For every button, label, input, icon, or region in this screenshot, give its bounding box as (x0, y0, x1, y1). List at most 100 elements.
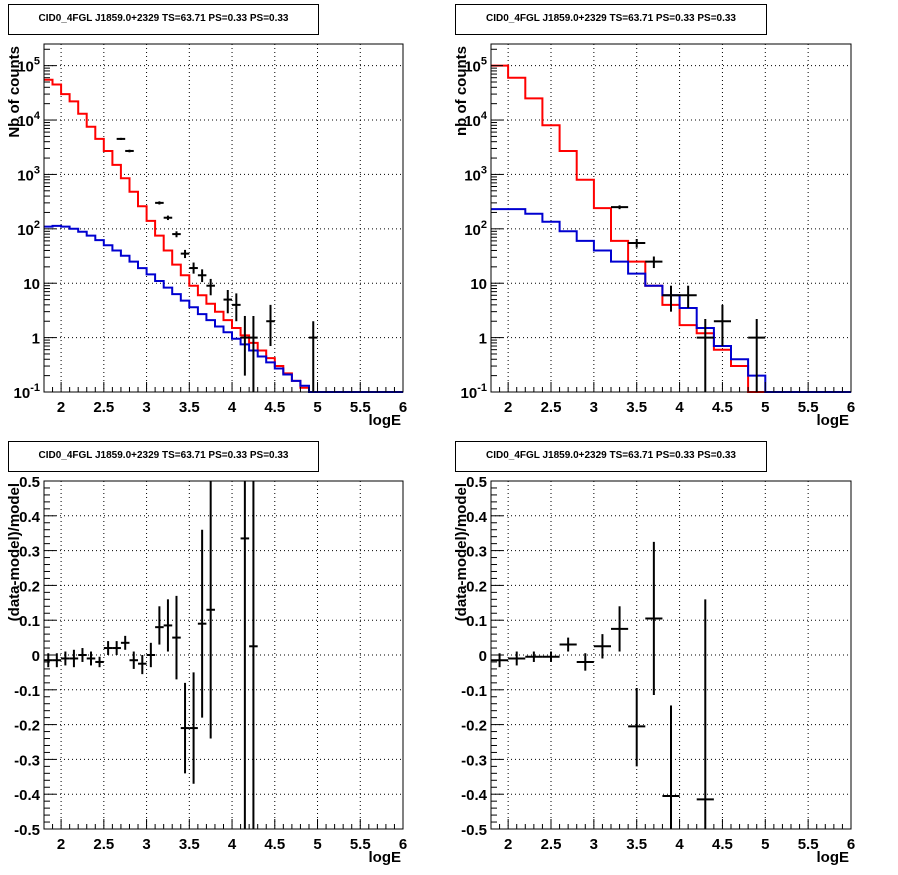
y-axis-label: nb of counts (453, 46, 470, 136)
x-tick-label: 2 (504, 836, 512, 853)
data-point (645, 541, 663, 696)
data-point (125, 149, 134, 153)
data-point (611, 205, 629, 210)
data-point (172, 231, 181, 238)
x-tick-label: 5.5 (350, 836, 371, 853)
series-line (44, 78, 403, 393)
data-point (112, 641, 121, 655)
data-point (593, 634, 611, 659)
x-tick-label: 4.5 (264, 836, 285, 853)
x-tick-label: 2.5 (541, 836, 562, 853)
panel-title-top-left: CID0_4FGL J1859.0+2329 TS=63.71 PS=0.33 … (8, 4, 319, 35)
data-point (696, 318, 714, 392)
data-point (197, 269, 207, 283)
data-point (138, 655, 147, 675)
x-axis-label: logE (817, 849, 850, 866)
y-tick-label: 0.4 (466, 509, 488, 526)
x-tick-label: 5 (761, 399, 769, 416)
data-point (576, 653, 594, 671)
y-tick-label: 0.3 (466, 544, 487, 561)
data-point (491, 653, 509, 668)
x-tick-label: 4 (675, 399, 684, 416)
data-point (163, 599, 173, 652)
y-tick-label: 0.2 (19, 578, 40, 595)
x-tick-label: 2.5 (541, 399, 562, 416)
data-point (308, 321, 318, 392)
y-axis-label: (data-model)/model (6, 483, 23, 621)
data-point (180, 249, 190, 259)
data-point (662, 285, 680, 312)
y-tick-label: 10 (23, 276, 40, 293)
data-point (197, 529, 207, 718)
y-axis-label: (data-model)/model (453, 483, 470, 621)
x-tick-label: 3.5 (626, 399, 647, 416)
y-tick-label: -0.5 (14, 822, 40, 839)
x-tick-label: 2 (57, 399, 65, 416)
y-tick-label: 0.5 (466, 474, 487, 491)
y-tick-label: 0.2 (466, 578, 487, 595)
data-point (611, 606, 629, 652)
x-tick-label: 5 (313, 836, 321, 853)
x-tick-label: 3 (590, 399, 598, 416)
plot-frame (43, 43, 404, 393)
y-tick-label: -0.1 (14, 683, 40, 700)
data-point (44, 653, 53, 668)
data-point (52, 653, 62, 668)
data-point (155, 201, 164, 205)
x-tick-label: 4.5 (264, 399, 285, 416)
x-tick-label: 5 (313, 399, 321, 416)
data-point (240, 315, 250, 376)
y-tick-label: 0.3 (19, 544, 40, 561)
x-tick-label: 3.5 (179, 836, 200, 853)
y-tick-label: 10-1 (461, 382, 487, 402)
data-point (120, 635, 130, 650)
x-axis-label: logE (817, 412, 850, 429)
y-tick-label: -0.3 (14, 752, 40, 769)
data-point (78, 648, 87, 662)
x-tick-label: 5.5 (350, 399, 371, 416)
data-point (713, 304, 731, 347)
y-tick-label: 104 (464, 110, 488, 130)
data-point (172, 595, 181, 680)
x-tick-label: 2.5 (93, 836, 114, 853)
data-point (525, 651, 543, 662)
x-tick-label: 5.5 (798, 836, 819, 853)
x-tick-label: 2.5 (93, 399, 114, 416)
data-point (69, 649, 79, 668)
x-tick-label: 3.5 (179, 399, 200, 416)
x-tick-label: 6 (399, 836, 407, 853)
data-point (662, 705, 680, 829)
x-tick-label: 5.5 (798, 399, 819, 416)
panel-title-bottom-right: CID0_4FGL J1859.0+2329 TS=63.71 PS=0.33 … (455, 441, 767, 472)
x-tick-label: 6 (847, 399, 855, 416)
y-tick-label: 0 (32, 648, 40, 665)
data-point (240, 481, 250, 829)
x-tick-label: 4 (228, 836, 237, 853)
y-tick-label: -0.5 (461, 822, 487, 839)
data-point (679, 285, 697, 309)
y-tick-label: 102 (464, 219, 487, 239)
y-tick-label: 103 (17, 164, 40, 184)
y-tick-label: 0 (479, 648, 487, 665)
data-point (103, 641, 113, 655)
data-point (249, 481, 258, 829)
data-point (559, 637, 577, 652)
x-tick-label: 6 (399, 399, 407, 416)
data-point (155, 606, 164, 645)
series-line (491, 208, 851, 393)
y-tick-label: 10-1 (14, 382, 40, 402)
data-point (180, 682, 190, 774)
x-tick-label: 4 (675, 836, 684, 853)
x-tick-label: 3.5 (626, 836, 647, 853)
data-point (508, 651, 526, 666)
data-point (189, 672, 198, 784)
x-tick-label: 5 (761, 836, 769, 853)
y-tick-label: -0.4 (461, 787, 488, 804)
x-tick-label: 3 (142, 836, 150, 853)
x-axis-label: logE (369, 412, 402, 429)
data-point (232, 293, 241, 322)
data-point (223, 290, 233, 314)
